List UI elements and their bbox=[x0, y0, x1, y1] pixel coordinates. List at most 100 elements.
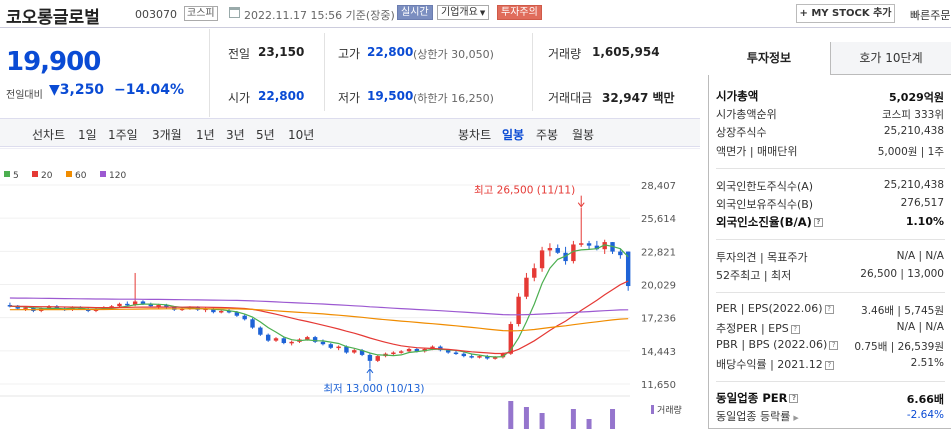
price-chart[interactable]: 28,407 25,614 22,821 20,029 17,236 14,443 11,6… bbox=[0, 148, 700, 429]
invest-row-label: 외국인한도주식수(A) bbox=[716, 178, 813, 194]
help-icon[interactable]: ? bbox=[829, 340, 839, 350]
period-5y[interactable]: 5년 bbox=[256, 128, 275, 142]
period-3y[interactable]: 3년 bbox=[226, 128, 245, 142]
realtime-button[interactable]: 실시간 bbox=[397, 5, 433, 20]
candle-body bbox=[579, 243, 584, 245]
candle-body bbox=[602, 242, 607, 250]
candle-body bbox=[359, 350, 365, 355]
y-tick-label: 17,236 bbox=[641, 314, 676, 325]
candle-body bbox=[164, 305, 169, 308]
invest-row-label: PBR | BPS (2022.06)? bbox=[716, 338, 839, 351]
period-bar bbox=[0, 118, 700, 147]
candle-body bbox=[23, 307, 28, 309]
invest-row-label: 52주최고 | 최저 bbox=[716, 267, 791, 283]
invest-row-value: 5,029억원 bbox=[888, 91, 944, 104]
invest-row-value: 코스피 333위 bbox=[881, 109, 944, 121]
help-icon[interactable]: ? bbox=[790, 324, 800, 334]
current-price: 19,900 bbox=[6, 47, 101, 77]
panel-divider bbox=[716, 381, 945, 382]
prev-close-label: 전일 bbox=[228, 47, 251, 61]
candle-body bbox=[469, 356, 474, 358]
invest-row-label: 투자의견 | 목표주가 bbox=[716, 249, 808, 265]
candle-body bbox=[140, 301, 146, 304]
period-1y[interactable]: 1년 bbox=[196, 128, 215, 142]
candle-weekly[interactable]: 주봉 bbox=[536, 128, 559, 142]
legend-swatch bbox=[4, 171, 10, 177]
invest-row-text: 투자의견 | 목표주가 bbox=[716, 251, 808, 264]
invest-row-text: 배당수익률 | 2021.12 bbox=[716, 358, 823, 371]
candle-body bbox=[555, 248, 560, 253]
candle-body bbox=[305, 337, 310, 340]
period-3m[interactable]: 3개월 bbox=[152, 128, 182, 142]
investment-warning-badge[interactable]: 투자주의 bbox=[497, 5, 542, 20]
panel-divider bbox=[716, 168, 945, 169]
candle-body bbox=[281, 338, 287, 344]
invest-row-text: 외국인소진율(B/A) bbox=[716, 215, 812, 229]
candle-body bbox=[539, 250, 545, 269]
invest-row-text: PBR | BPS (2022.06) bbox=[716, 338, 828, 351]
candle-body bbox=[477, 356, 482, 358]
y-tick-label: 22,821 bbox=[641, 247, 676, 258]
candle-body bbox=[547, 248, 553, 251]
invest-row-value: -2.64% bbox=[906, 409, 944, 421]
tab-order-book[interactable]: 호가 10단계 bbox=[830, 42, 951, 75]
help-icon[interactable]: ? bbox=[824, 304, 834, 314]
y-tick-label: 11,650 bbox=[641, 380, 676, 391]
price-change: ▼3,250 bbox=[49, 82, 105, 98]
y-tick-label: 14,443 bbox=[641, 347, 676, 358]
price-change-rate: −14.04% bbox=[114, 82, 185, 98]
candle-body bbox=[485, 356, 490, 359]
period-10y[interactable]: 10년 bbox=[288, 128, 315, 142]
invest-row-value: 0.75배 | 26,539원 bbox=[854, 341, 944, 353]
period-1w[interactable]: 1주일 bbox=[108, 128, 138, 142]
volume-legend-swatch bbox=[651, 405, 654, 414]
help-icon[interactable]: ? bbox=[789, 394, 799, 403]
invest-row-text: 액면가 | 매매단위 bbox=[716, 145, 798, 158]
candle-body bbox=[532, 268, 537, 278]
candle-body bbox=[516, 296, 521, 325]
candle-body bbox=[336, 346, 341, 349]
candle-body bbox=[219, 310, 224, 313]
moving-average-line bbox=[9, 308, 629, 332]
candle-body bbox=[492, 357, 498, 359]
candle-body bbox=[524, 277, 529, 297]
invest-row-text: 상장주식수 bbox=[716, 126, 767, 139]
legend-label: 60 bbox=[75, 171, 87, 181]
candle-body bbox=[132, 301, 138, 306]
panel-divider bbox=[716, 292, 945, 293]
help-icon[interactable]: ? bbox=[824, 360, 834, 370]
candle-body bbox=[508, 324, 513, 354]
invest-row-value: 6.66배 bbox=[906, 393, 944, 406]
quick-order-link[interactable]: 빠른주문 bbox=[910, 9, 951, 22]
volume-value: 1,605,954 bbox=[592, 45, 660, 59]
quote-divider bbox=[532, 33, 533, 111]
candle-monthly[interactable]: 월봉 bbox=[572, 128, 595, 142]
low-arrow-head bbox=[366, 368, 374, 374]
moving-average-line bbox=[9, 280, 629, 355]
candle-body bbox=[234, 312, 240, 316]
open-value: 22,800 bbox=[258, 89, 305, 103]
stock-header bbox=[0, 0, 951, 28]
candle-body bbox=[258, 327, 263, 335]
corp-overview-dropdown[interactable]: 기업개요 ▼ bbox=[437, 5, 490, 20]
invest-row-text: 외국인보유주식수(B) bbox=[716, 198, 814, 211]
market-badge: 코스피 bbox=[184, 6, 218, 21]
candle-body bbox=[445, 350, 451, 353]
period-1d[interactable]: 1일 bbox=[78, 128, 97, 142]
high-annotation: 최고 26,500 (11/11) bbox=[474, 185, 575, 197]
add-mystock-button[interactable]: + MY STOCK 추가 bbox=[796, 4, 895, 23]
tab-invest-info[interactable]: 투자정보 bbox=[708, 42, 830, 75]
low-value: 19,500 bbox=[367, 89, 414, 103]
help-icon[interactable]: ? bbox=[813, 218, 823, 227]
volume-bar bbox=[508, 401, 514, 429]
moving-average-line bbox=[9, 244, 629, 358]
candle-body bbox=[289, 341, 294, 344]
invest-row-text: 시가총액 bbox=[716, 89, 759, 103]
candle-body bbox=[406, 348, 412, 352]
candle-daily[interactable]: 일봉 bbox=[502, 128, 525, 142]
candle-body bbox=[312, 337, 318, 342]
arrow-right-icon: ▶ bbox=[793, 414, 799, 422]
invest-row-text: 추정PER | EPS bbox=[716, 322, 789, 335]
candle-body bbox=[399, 351, 404, 353]
candle-body bbox=[618, 251, 623, 256]
